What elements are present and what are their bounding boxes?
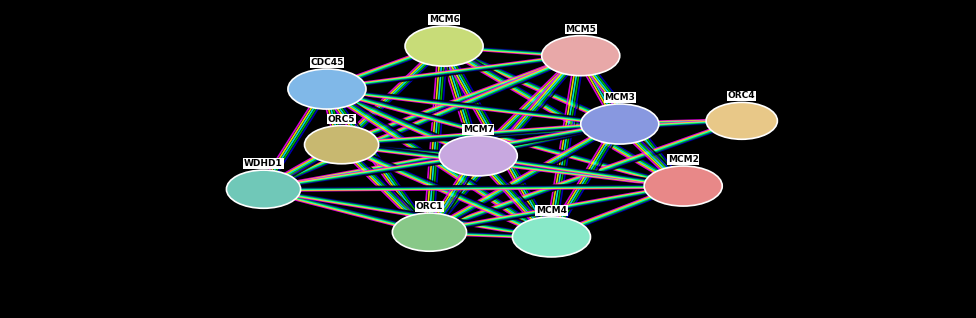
Ellipse shape: [439, 136, 517, 176]
Ellipse shape: [288, 69, 366, 109]
Text: CDC45: CDC45: [310, 58, 344, 67]
Text: ORC1: ORC1: [416, 202, 443, 211]
Ellipse shape: [707, 102, 778, 139]
Text: MCM5: MCM5: [565, 25, 596, 34]
Ellipse shape: [581, 104, 659, 144]
Ellipse shape: [392, 213, 467, 251]
Text: MCM6: MCM6: [428, 15, 460, 24]
Text: ORC5: ORC5: [328, 115, 355, 124]
Text: MCM4: MCM4: [536, 206, 567, 215]
Ellipse shape: [542, 36, 620, 76]
Text: MCM7: MCM7: [463, 125, 494, 134]
Text: MCM2: MCM2: [668, 155, 699, 164]
Ellipse shape: [405, 26, 483, 66]
Text: WDHD1: WDHD1: [244, 159, 283, 168]
Ellipse shape: [226, 170, 301, 208]
Ellipse shape: [305, 126, 379, 164]
Ellipse shape: [644, 166, 722, 206]
Text: ORC4: ORC4: [728, 92, 755, 100]
Text: MCM3: MCM3: [604, 93, 635, 102]
Ellipse shape: [512, 217, 590, 257]
